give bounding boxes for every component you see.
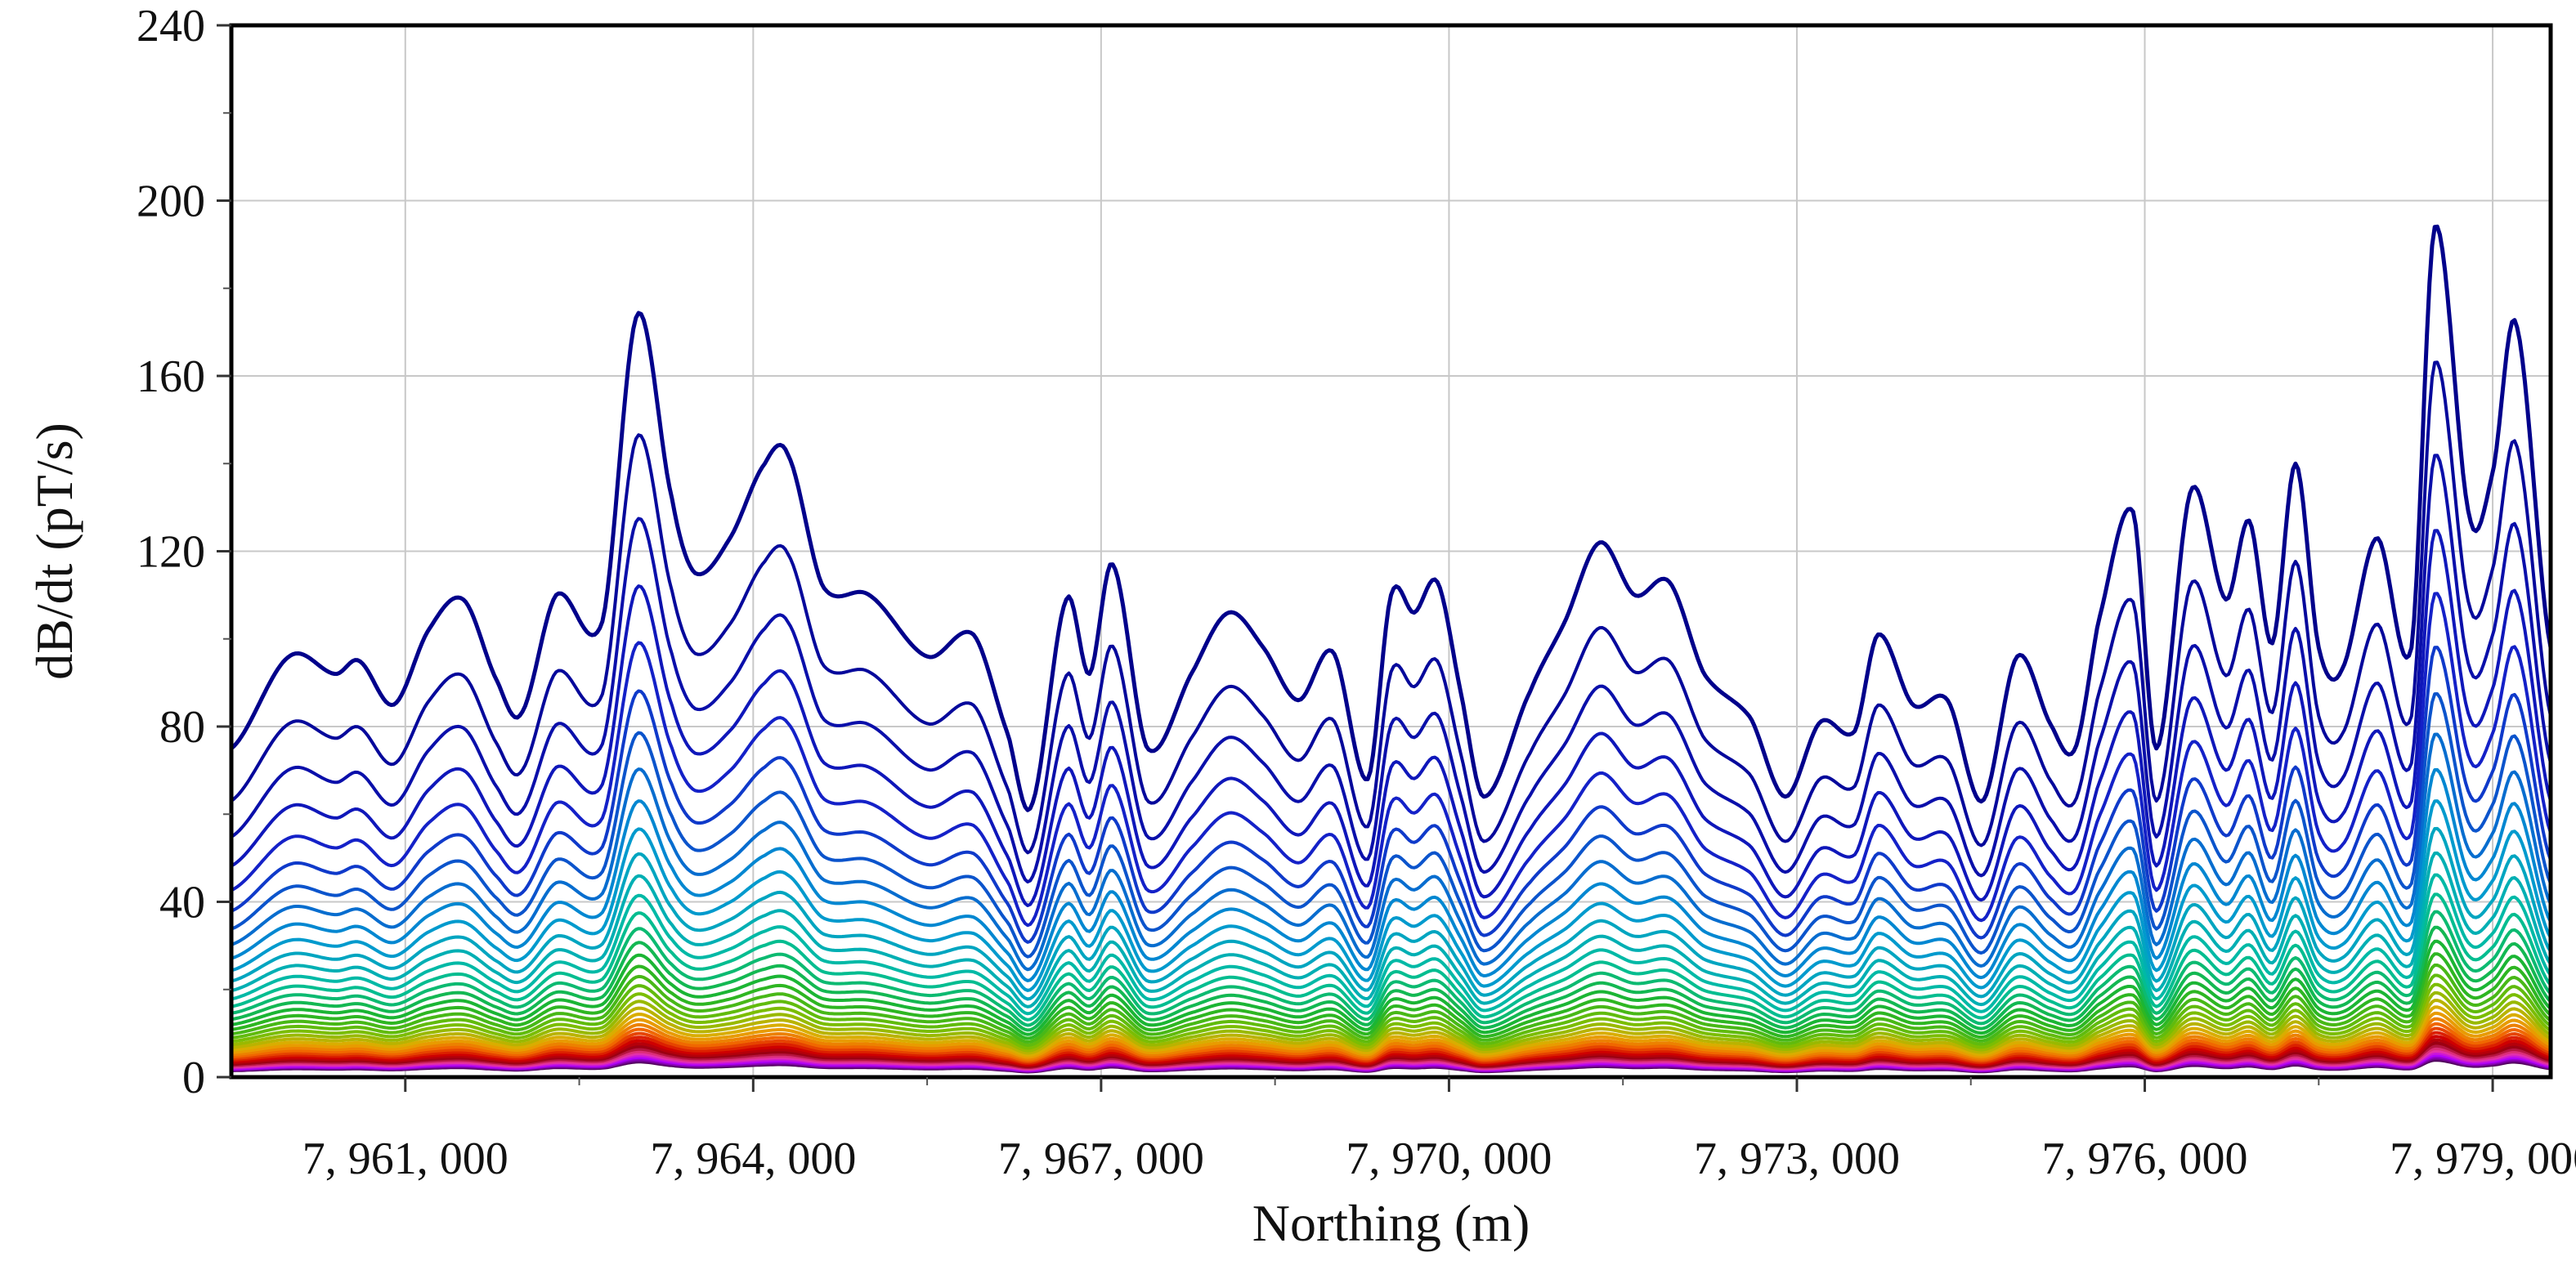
series-line-channel-27 xyxy=(231,1022,2551,1062)
x-axis-title: Northing (m) xyxy=(1252,1194,1530,1252)
series-line-channel-10 xyxy=(231,799,2552,992)
series-line-channel-1 xyxy=(230,224,2553,812)
x-tick-label: 7, 976, 000 xyxy=(2042,1134,2248,1184)
ticks: 0 40 80 120 160 200 240 7, 961, 000 7, 964, 000 7… xyxy=(137,1,2576,1184)
series-group xyxy=(230,224,2553,1074)
series-line-channel-19 xyxy=(231,964,2552,1044)
series-line-channel-17 xyxy=(231,939,2552,1036)
series-line-channel-23 xyxy=(231,999,2551,1055)
series-line-channel-14 xyxy=(231,892,2552,1022)
x-tick-label: 7, 973, 000 xyxy=(1694,1134,1900,1184)
y-tick-label: 40 xyxy=(159,878,205,928)
series-line-channel-20 xyxy=(231,973,2552,1047)
series-line-channel-9 xyxy=(231,767,2552,982)
y-tick-label: 200 xyxy=(137,177,205,227)
y-tick-label: 120 xyxy=(137,527,205,578)
y-tick-label: 240 xyxy=(137,1,205,51)
y-tick-label: 0 xyxy=(182,1053,205,1103)
series-line-channel-29 xyxy=(231,1031,2551,1065)
series-line-channel-22 xyxy=(231,991,2551,1053)
series-line-channel-26 xyxy=(231,1017,2551,1061)
x-tick-label: 7, 970, 000 xyxy=(1346,1134,1552,1184)
series-line-channel-3 xyxy=(230,454,2552,884)
x-tick-label: 7, 961, 000 xyxy=(302,1134,508,1184)
series-line-channel-15 xyxy=(231,910,2552,1027)
series-line-channel-21 xyxy=(231,982,2552,1050)
x-tick-label: 7, 967, 000 xyxy=(998,1134,1204,1184)
x-tick-label: 7, 964, 000 xyxy=(650,1134,856,1184)
series-line-channel-16 xyxy=(231,925,2552,1032)
series-line-channel-5 xyxy=(231,592,2552,928)
series-line-channel-13 xyxy=(231,873,2552,1016)
y-tick-label: 80 xyxy=(159,702,205,753)
series-line-channel-18 xyxy=(231,952,2552,1040)
y-axis-title: dB/dt (pT/s) xyxy=(25,423,83,680)
series-line-channel-28 xyxy=(231,1026,2551,1064)
series-line-channel-4 xyxy=(231,529,2552,907)
series-line-channel-7 xyxy=(231,692,2552,959)
series-line-channel-8 xyxy=(231,732,2552,972)
series-line-channel-24 xyxy=(231,1005,2551,1058)
series-line-channel-25 xyxy=(231,1011,2551,1059)
series-line-channel-12 xyxy=(231,851,2552,1008)
x-tick-label: 7, 979, 000 xyxy=(2390,1134,2576,1184)
series-line-channel-2 xyxy=(230,360,2552,855)
y-tick-label: 160 xyxy=(137,351,205,402)
series-line-channel-6 xyxy=(231,646,2552,944)
series-line-channel-11 xyxy=(231,826,2552,1001)
